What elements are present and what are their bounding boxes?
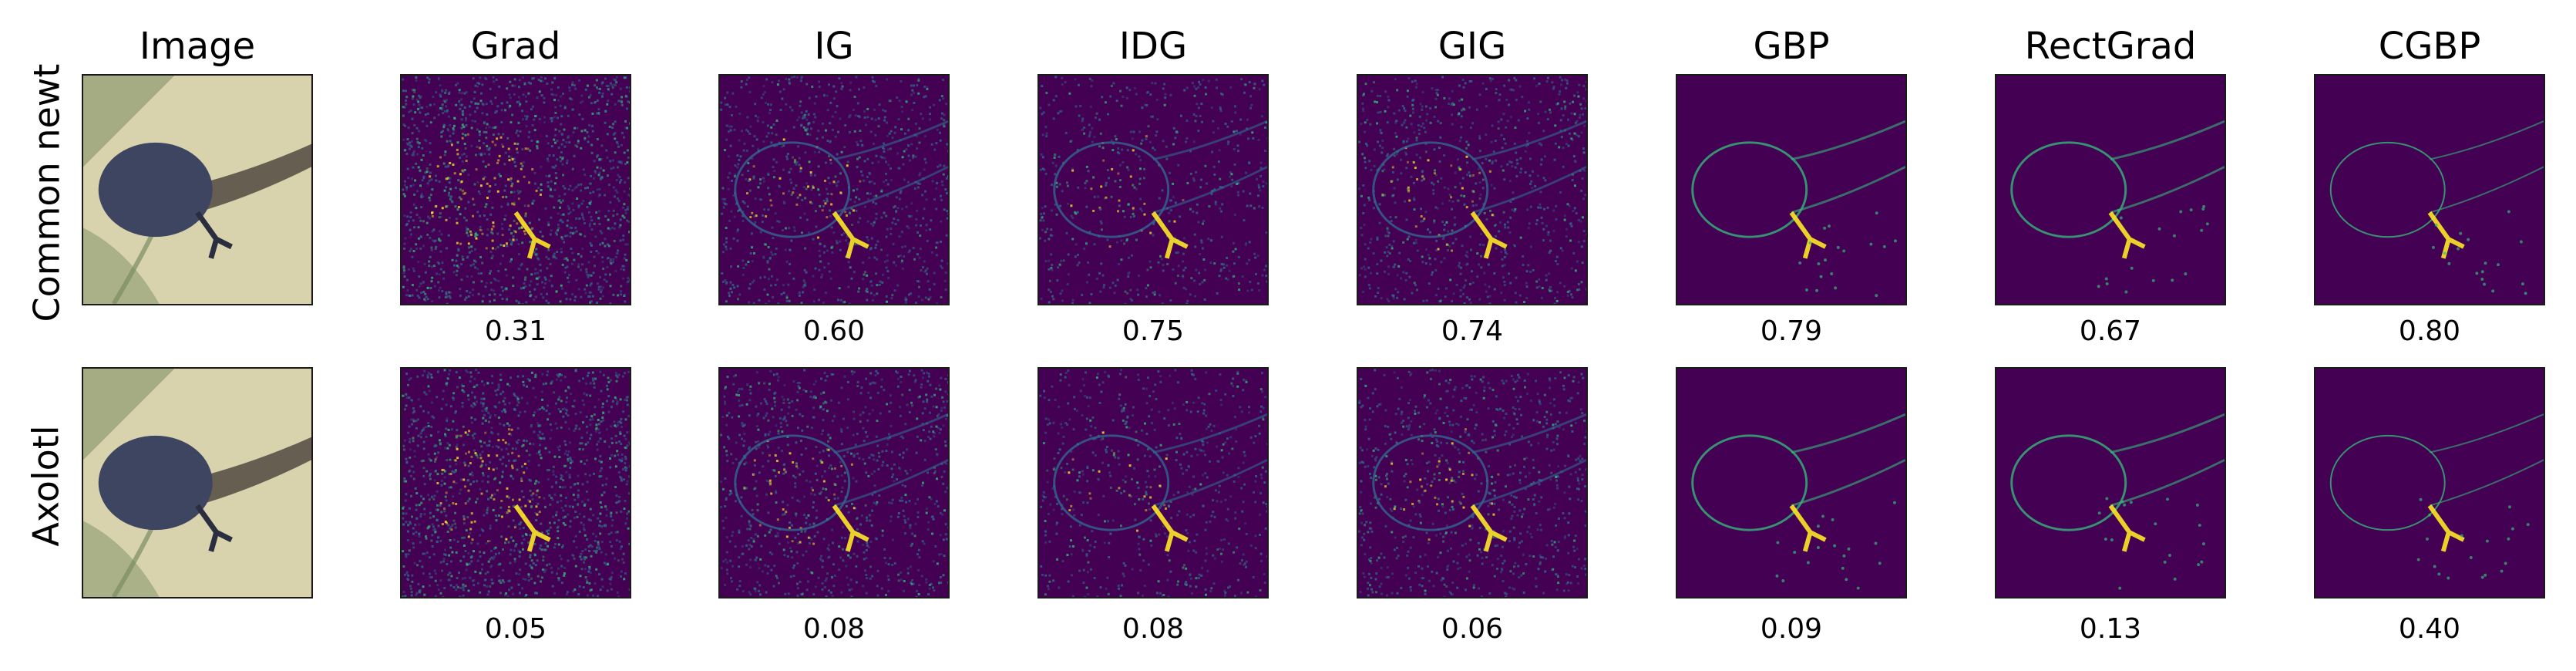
- score-axolotl-gig: 0.06: [1441, 613, 1504, 645]
- col-title-grad: Grad: [470, 25, 561, 68]
- saliency-map-idg-common-newt: [1037, 74, 1269, 305]
- row-label-text: Axolotl: [25, 425, 68, 547]
- input-image-common-newt: [82, 74, 313, 305]
- score-common-newt-gbp: 0.79: [1760, 315, 1823, 347]
- score-common-newt-idg: 0.75: [1122, 315, 1185, 347]
- saliency-map-grad-common-newt: [400, 74, 631, 305]
- saliency-map-gbp-axolotl: [1676, 367, 1907, 599]
- score-axolotl-ig: 0.08: [802, 613, 866, 645]
- saliency-map-gbp-common-newt: [1676, 74, 1907, 305]
- col-title-rectgrad: RectGrad: [2024, 25, 2197, 68]
- score-common-newt-cgbp: 0.80: [2398, 315, 2461, 347]
- saliency-map-ig-axolotl: [718, 367, 950, 599]
- saliency-map-rectgrad-common-newt: [1995, 74, 2226, 305]
- saliency-map-grad-axolotl: [400, 367, 631, 599]
- score-common-newt-ig: 0.60: [802, 315, 866, 347]
- col-title-ig: IG: [814, 25, 854, 68]
- row-label-common-newt: Common newt: [15, 64, 77, 322]
- score-common-newt-gig: 0.74: [1441, 315, 1504, 347]
- input-image-axolotl: [82, 367, 313, 599]
- score-common-newt-rectgrad: 0.67: [2079, 315, 2142, 347]
- score-axolotl-rectgrad: 0.13: [2079, 613, 2142, 645]
- col-title-gbp: GBP: [1753, 25, 1830, 68]
- saliency-map-rectgrad-axolotl: [1995, 367, 2226, 599]
- score-axolotl-cgbp: 0.40: [2398, 613, 2461, 645]
- score-common-newt-grad: 0.31: [484, 315, 547, 347]
- saliency-map-cgbp-common-newt: [2314, 74, 2545, 305]
- saliency-map-gig-axolotl: [1357, 367, 1588, 599]
- col-title-idg: IDG: [1118, 25, 1188, 68]
- row-label-axolotl: Axolotl: [15, 370, 77, 602]
- score-axolotl-idg: 0.08: [1122, 613, 1185, 645]
- saliency-map-gig-common-newt: [1357, 74, 1588, 305]
- saliency-map-ig-common-newt: [718, 74, 950, 305]
- saliency-map-cgbp-axolotl: [2314, 367, 2545, 599]
- col-title-cgbp: CGBP: [2378, 25, 2481, 68]
- score-axolotl-grad: 0.05: [484, 613, 547, 645]
- col-title-image: Image: [139, 25, 256, 68]
- score-axolotl-gbp: 0.09: [1760, 613, 1823, 645]
- row-label-text: Common newt: [25, 63, 68, 322]
- col-title-gig: GIG: [1438, 25, 1507, 68]
- saliency-map-idg-axolotl: [1037, 367, 1269, 599]
